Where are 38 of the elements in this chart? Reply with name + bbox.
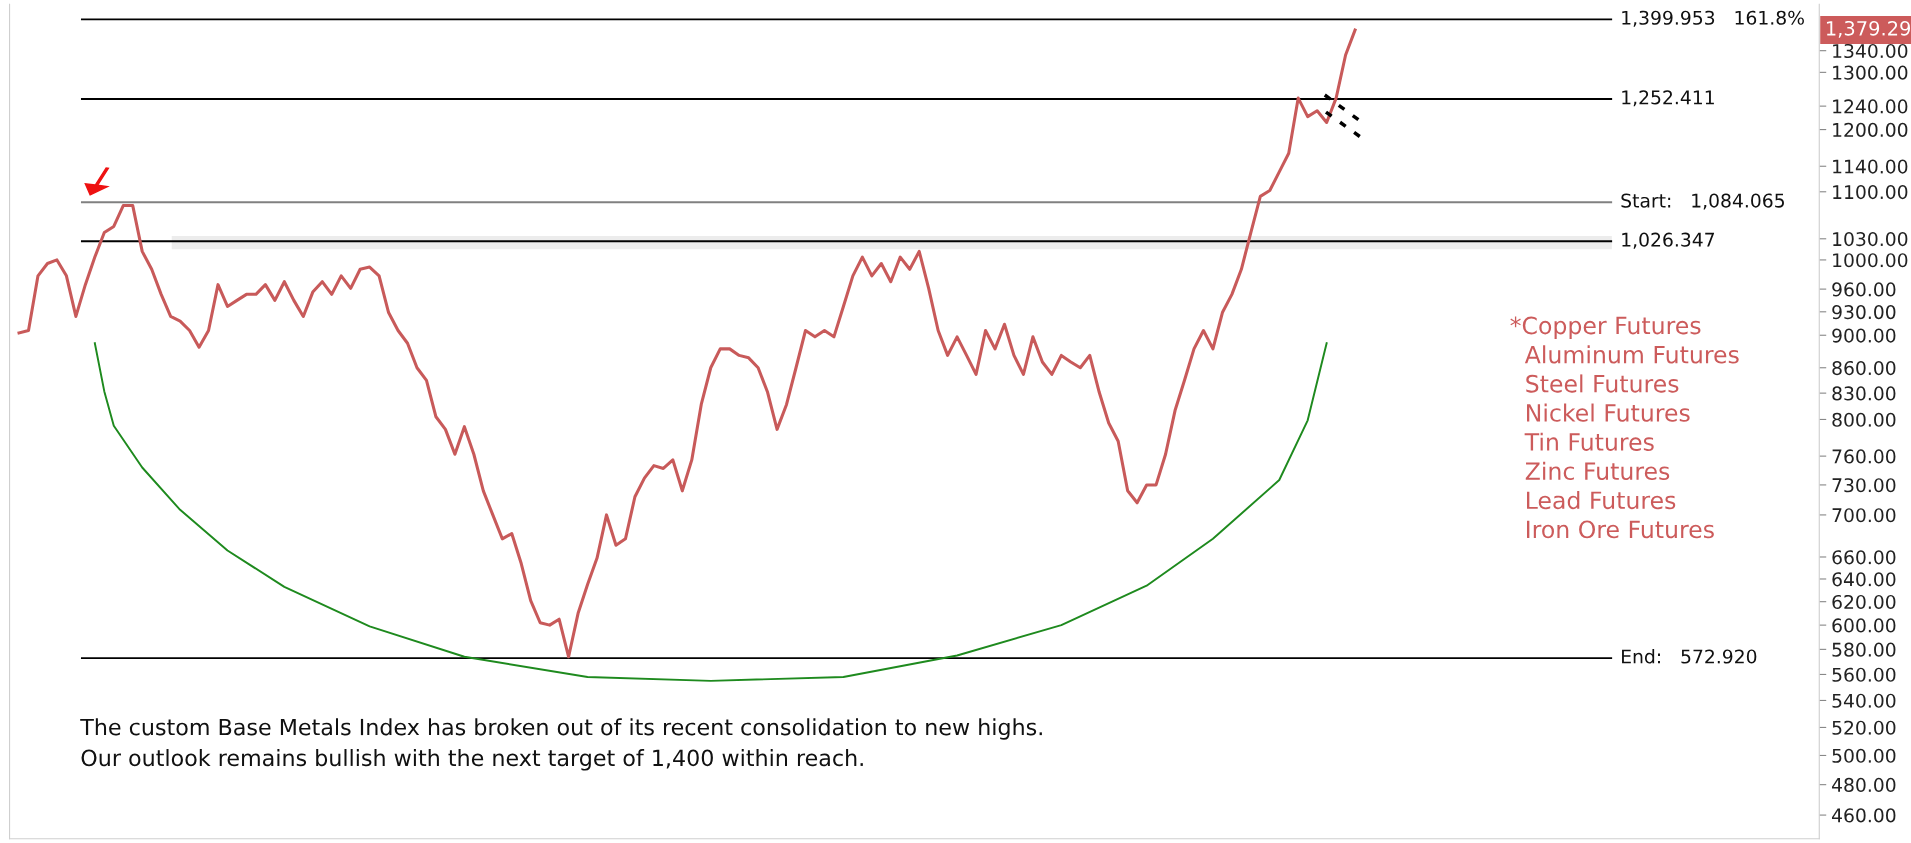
y-tick-label: 1240.00 — [1833, 99, 1908, 114]
y-tick-label: 560.00 — [1832, 667, 1896, 682]
text: *Copper Futures Aluminum Futures Steel Futures Nickel Futures Tin Futures Zinc Futures Lead Futures Iron Ore Futures — [1510, 316, 1739, 539]
y-tick-label: 1030.00 — [1833, 232, 1908, 247]
y-tick-label: 480.00 — [1831, 777, 1896, 793]
y-tick-label: 1200.00 — [1833, 122, 1908, 137]
y-tick-label: 830.00 — [1832, 386, 1896, 401]
ref-line-label: 1,399.953 161.8% — [1622, 10, 1804, 27]
y-tick-label: 860.00 — [1832, 360, 1896, 376]
y-tick-label: 1300.00 — [1833, 65, 1908, 80]
y-tick-label: 1340.00 — [1833, 43, 1908, 59]
y-tick-label: 540.00 — [1832, 693, 1896, 708]
y-tick-label: 900.00 — [1832, 328, 1896, 343]
y-tick-label: 600.00 — [1832, 618, 1896, 633]
y-tick-label: 640.00 — [1832, 572, 1896, 587]
y-tick-label: 620.00 — [1832, 594, 1896, 610]
ref-line-label: Start: 1,084.065 — [1621, 193, 1784, 210]
y-tick-label: 500.00 — [1832, 748, 1896, 763]
y-tick-label: 1140.00 — [1833, 159, 1908, 174]
ref-line-label: 1,252.411 — [1622, 90, 1714, 107]
y-tick-label: 960.00 — [1832, 282, 1896, 297]
annotation: The custom Base Metals Index has broken out of its recent consolidation to new highs. Our outlook remains bullish with the next target of 1,400 within reach. — [80, 718, 1042, 771]
ref-line-label: 1,026.347 — [1622, 232, 1715, 249]
y-tick-label: 660.00 — [1832, 550, 1896, 565]
y-tick-label: 730.00 — [1832, 478, 1896, 493]
y-tick-label: 930.00 — [1832, 305, 1896, 320]
line-series — [17, 28, 1357, 659]
y-tick-label: 1000.00 — [1833, 253, 1908, 268]
y-tick-label: 760.00 — [1832, 449, 1896, 464]
y-tick-label: 800.00 — [1832, 412, 1896, 427]
y-tick-label: 580.00 — [1832, 642, 1896, 657]
y-tick-label: 700.00 — [1832, 508, 1896, 523]
y-tick-label: 460.00 — [1831, 808, 1896, 823]
y-tick-label: 1100.00 — [1833, 184, 1908, 200]
ref-line-label: End: 572.920 — [1622, 649, 1757, 664]
text: 1,379.29 — [1826, 20, 1911, 38]
line-series — [93, 342, 1328, 682]
y-tick-label: 520.00 — [1832, 720, 1896, 735]
